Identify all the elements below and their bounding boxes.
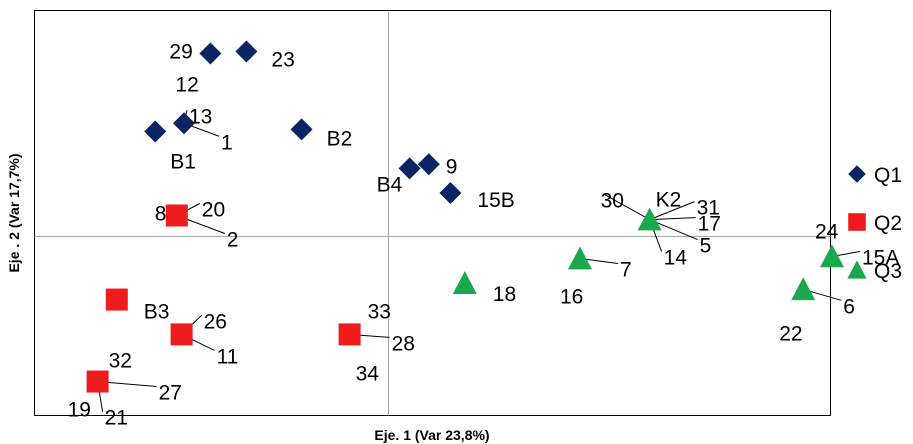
legend-label-Q3: Q3	[874, 260, 902, 283]
point-label-1: 1	[221, 131, 233, 154]
point-label-34: 34	[356, 362, 380, 385]
x-axis-title: Eje. 1 (Var 23,8%)	[374, 427, 489, 443]
point-Q3-4	[791, 277, 816, 301]
point-label-14: 14	[664, 247, 688, 270]
point-label-16: 16	[560, 286, 583, 309]
legend: Q1 Q2 Q3	[847, 164, 902, 283]
point-label-12: 12	[175, 74, 198, 97]
point-label-28: 28	[392, 332, 415, 355]
leader-line-17	[649, 217, 696, 221]
point-Q2-3	[338, 323, 361, 346]
y-axis-title: Eje . 2 (Var 17,7%)	[6, 153, 22, 272]
leader-line-31	[649, 201, 695, 221]
point-label-9: 9	[446, 155, 458, 178]
point-label-31: 31	[697, 197, 720, 220]
point-label-18: 18	[493, 283, 516, 306]
point-label-11: 11	[217, 345, 239, 368]
point-Q3-0	[637, 207, 662, 231]
point-Q2-2	[170, 323, 193, 346]
point-Q2-1	[105, 288, 128, 311]
point-label-33: 33	[368, 300, 391, 323]
point-label-32: 32	[109, 350, 132, 373]
label-leader-lines	[97, 110, 861, 412]
point-Q1-7	[439, 181, 462, 204]
point-label-19: 19	[68, 399, 91, 422]
point-label-26: 26	[204, 310, 227, 333]
point-label-2: 2	[227, 229, 239, 252]
legend-marker-Q2	[848, 213, 866, 231]
point-Q1-3	[144, 120, 167, 143]
point-label-17: 17	[698, 213, 721, 236]
legend-marker-Q3	[847, 260, 867, 279]
point-label-5: 5	[700, 235, 712, 258]
legend-label-Q1: Q1	[874, 164, 902, 187]
point-Q3-1	[568, 246, 592, 270]
point-label-22: 22	[779, 322, 802, 345]
point-label-6: 6	[843, 295, 855, 318]
point-label-B2: B2	[327, 127, 353, 150]
point-Q3-2	[452, 271, 477, 294]
point-label-23: 23	[271, 49, 294, 72]
point-label-13: 13	[189, 105, 212, 128]
point-label-15B: 15B	[477, 189, 514, 212]
point-label-15A: 15A	[862, 247, 899, 270]
point-Q1-4	[290, 118, 313, 141]
point-label-24: 24	[815, 221, 839, 244]
point-label-29: 29	[169, 41, 192, 64]
point-label-B3: B3	[144, 301, 170, 324]
point-Q1-0	[199, 42, 222, 65]
point-Q3-3	[820, 244, 844, 268]
point-label-B4: B4	[377, 173, 403, 196]
data-points	[86, 40, 844, 393]
point-Q1-2	[173, 112, 195, 135]
point-label-27: 27	[159, 382, 182, 405]
point-Q2-4	[86, 370, 109, 393]
point-label-7: 7	[620, 259, 632, 282]
point-label-21: 21	[105, 407, 128, 430]
legend-marker-Q1	[848, 165, 866, 183]
point-label-20: 20	[202, 199, 225, 222]
point-label-K2: K2	[656, 189, 682, 212]
plot-area-border	[34, 10, 831, 416]
point-label-30: 30	[601, 190, 624, 213]
point-Q1-5	[417, 153, 440, 176]
point-label-B1: B1	[170, 150, 196, 173]
point-Q1-1	[235, 40, 258, 63]
leader-line-30	[604, 194, 650, 221]
point-Q1-6	[398, 157, 421, 180]
point-Q2-0	[165, 204, 188, 227]
point-label-8: 8	[155, 203, 167, 226]
legend-label-Q2: Q2	[874, 212, 902, 235]
